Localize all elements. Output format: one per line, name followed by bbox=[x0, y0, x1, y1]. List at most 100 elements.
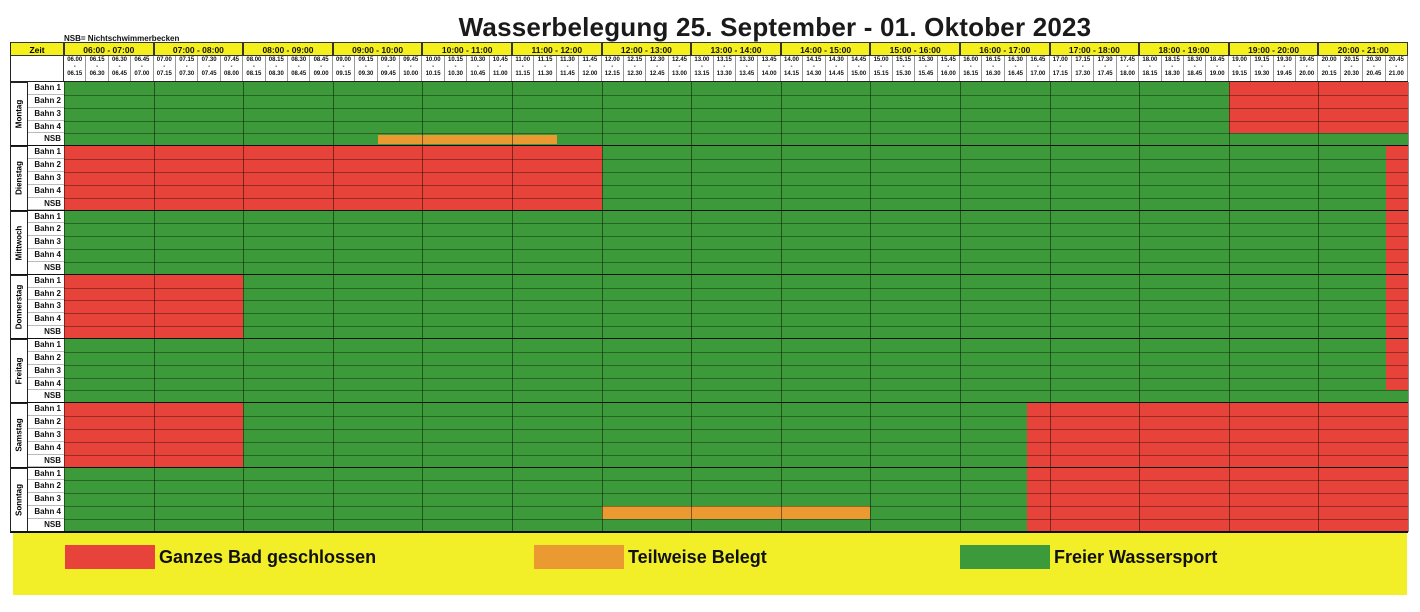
hour-header: 18:00 - 19:00 bbox=[1139, 42, 1229, 56]
booking-block-partial bbox=[601, 506, 871, 519]
slot-header: 13.30-13.45 bbox=[736, 56, 759, 82]
lane-line bbox=[64, 236, 1408, 238]
slot-header: 15.15-15.30 bbox=[892, 56, 916, 82]
slot-header: 07.00-07.15 bbox=[153, 56, 176, 82]
slot-header: 20.15-20.30 bbox=[1340, 56, 1364, 82]
slot-header: 20.00-20.15 bbox=[1318, 56, 1341, 82]
lane-label: Bahn 1 bbox=[28, 403, 64, 417]
day-label: Sonntag bbox=[10, 467, 28, 532]
slot-header: 07.30-07.45 bbox=[198, 56, 221, 82]
booking-block-closed bbox=[64, 274, 244, 339]
slot-header: 09.00-09.15 bbox=[332, 56, 356, 82]
day-name: Dienstag bbox=[14, 161, 24, 196]
slot-header: 16.30-16.45 bbox=[1004, 56, 1028, 82]
slot-header: 14.45-15.00 bbox=[848, 56, 871, 82]
lane-label: Bahn 2 bbox=[28, 159, 64, 172]
lane-label: Bahn 2 bbox=[28, 351, 64, 365]
lane-line bbox=[64, 107, 1408, 109]
slot-header: 12.30-12.45 bbox=[646, 56, 669, 82]
slot-header: 15.00-15.15 bbox=[870, 56, 893, 82]
lane-label: Bahn 4 bbox=[28, 249, 64, 262]
hour-header: 19:00 - 20:00 bbox=[1228, 42, 1319, 56]
day-name: Montag bbox=[14, 99, 24, 129]
hour-line bbox=[1228, 82, 1230, 532]
lane-label: Bahn 2 bbox=[28, 287, 64, 301]
lane-line bbox=[64, 441, 1408, 443]
lane-label: Bahn 4 bbox=[28, 313, 64, 327]
lane-label: Bahn 4 bbox=[28, 120, 64, 134]
lane-label: Bahn 3 bbox=[28, 171, 64, 185]
day-name: Samstag bbox=[14, 418, 24, 453]
lane-line bbox=[64, 351, 1408, 353]
slot-header: 19.45-20.00 bbox=[1296, 56, 1319, 82]
hour-line bbox=[1318, 82, 1320, 532]
hour-line bbox=[1139, 82, 1141, 532]
lane-line bbox=[64, 313, 1408, 315]
slot-header: 17.30-17.45 bbox=[1094, 56, 1117, 82]
hour-header: 10:00 - 11:00 bbox=[422, 42, 512, 56]
slot-header: 12.00-12.15 bbox=[601, 56, 624, 82]
nsb-note: NSB= Nichtschwimmerbecken bbox=[64, 34, 180, 43]
lane-label: Bahn 3 bbox=[28, 428, 64, 442]
slot-header: 19.00-19.15 bbox=[1228, 56, 1252, 82]
slot-header: 17.00-17.15 bbox=[1049, 56, 1072, 82]
hour-line bbox=[960, 82, 961, 532]
slot-header: 11.15-11.30 bbox=[534, 56, 557, 82]
slot-header: 18.00-18.15 bbox=[1139, 56, 1162, 82]
slot-header: 11.45-12.00 bbox=[579, 56, 602, 82]
legend-partial-label: Teilweise Belegt bbox=[628, 547, 767, 567]
lane-label: Bahn 1 bbox=[28, 339, 64, 352]
lane-line bbox=[64, 159, 1408, 161]
header-border bbox=[10, 81, 1408, 82]
lane-label: Bahn 3 bbox=[28, 493, 64, 507]
day-label: Mittwoch bbox=[10, 210, 28, 275]
lane-label: Bahn 4 bbox=[28, 184, 64, 198]
slot-header: 08.30-08.45 bbox=[288, 56, 311, 82]
lane-line bbox=[64, 480, 1408, 482]
booking-block-closed bbox=[1027, 467, 1408, 532]
lane-label: Bahn 3 bbox=[28, 364, 64, 378]
legend-closed-swatch bbox=[65, 545, 155, 569]
page-title: Wasserbelegung 25. September - 01. Oktob… bbox=[458, 12, 1092, 42]
slot-header: 18.45-19.00 bbox=[1206, 56, 1229, 82]
slot-header: 09.45-10.00 bbox=[400, 56, 423, 82]
lane-label: Bahn 3 bbox=[28, 236, 64, 250]
slot-header: 15.45-16.00 bbox=[937, 56, 960, 82]
lane-label: Bahn 1 bbox=[28, 467, 64, 481]
slot-header: 13.45-14.00 bbox=[758, 56, 781, 82]
slot-header: 16.00-16.15 bbox=[960, 56, 983, 82]
lane-line bbox=[64, 390, 1408, 392]
lane-label: Bahn 3 bbox=[28, 300, 64, 314]
lane-label: Bahn 1 bbox=[28, 146, 64, 160]
lane-line bbox=[64, 506, 1408, 508]
hour-line bbox=[1408, 82, 1409, 532]
booking-block-closed bbox=[1385, 146, 1408, 211]
legend-free-swatch bbox=[960, 545, 1050, 569]
slot-header: 06.00-06.15 bbox=[64, 56, 87, 82]
hour-line bbox=[332, 82, 334, 532]
schedule-grid: Zeit 06:00 - 07:00 07:00 - 08:00 08:00 - 09… bbox=[10, 42, 1409, 533]
lane-label: Bahn 4 bbox=[28, 441, 64, 455]
hour-line bbox=[422, 82, 424, 532]
hour-line bbox=[64, 82, 65, 532]
lane-line bbox=[64, 493, 1408, 495]
booking-block-partial bbox=[377, 135, 557, 145]
lane-label: Bahn 1 bbox=[28, 274, 64, 288]
slot-header: 10.00-10.15 bbox=[422, 56, 445, 82]
hour-header: 11:00 - 12:00 bbox=[512, 42, 602, 56]
lane-label: Bahn 1 bbox=[28, 210, 64, 224]
day-label: Donnerstag bbox=[10, 274, 28, 339]
hour-header: 08:00 - 09:00 bbox=[243, 42, 333, 56]
slot-header: 08.15-08.30 bbox=[265, 56, 288, 82]
legend-free-label: Freier Wassersport bbox=[1054, 547, 1218, 567]
slot-header: 16.45-17.00 bbox=[1027, 56, 1050, 82]
slot-header: 12.15-12.30 bbox=[624, 56, 647, 82]
lane-line bbox=[64, 287, 1408, 289]
slot-header: 06.45-07.00 bbox=[131, 56, 154, 82]
hour-line bbox=[870, 82, 872, 532]
lane-line bbox=[64, 261, 1408, 263]
slot-header: 09.15-09.30 bbox=[355, 56, 378, 82]
slot-header: 16.15-16.30 bbox=[982, 56, 1005, 82]
slot-header: 14.30-14.45 bbox=[825, 56, 848, 82]
lane-line bbox=[64, 197, 1408, 199]
